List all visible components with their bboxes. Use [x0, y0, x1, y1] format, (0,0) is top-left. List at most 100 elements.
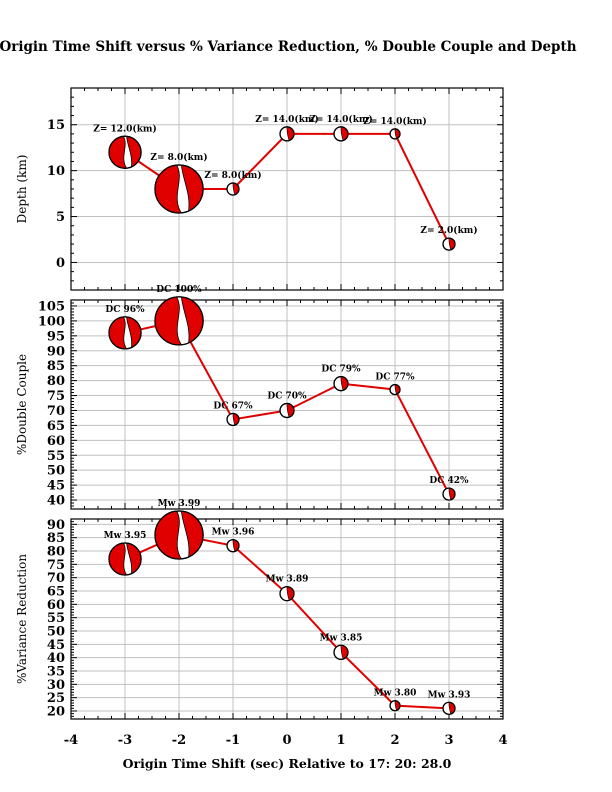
beachball-rim [226, 412, 240, 427]
panel-depth: 0 5 10 15 Depth (km) Z= 12.0(km) Z= 8.0(km) Z= … [15, 87, 504, 291]
y-tick-label: 85 [47, 531, 65, 546]
beachball-rim [389, 128, 401, 140]
data-label: Mw 3.95 [104, 531, 147, 541]
beachball [333, 376, 349, 392]
y-tick-label: 80 [47, 545, 65, 560]
beachball-rim [154, 510, 204, 560]
data-label: Z= 2.0(km) [420, 225, 477, 236]
beachball-rim [108, 316, 142, 350]
beachball [333, 644, 349, 660]
beachball-rim [154, 164, 204, 214]
beachball-rim [154, 296, 204, 346]
beachball [108, 316, 142, 350]
data-label: DC 100% [156, 285, 202, 295]
y-tick-label: 55 [47, 611, 65, 626]
data-label: Z= 8.0(km) [150, 152, 207, 163]
y-tick-label: 70 [47, 571, 65, 586]
x-tick-label: 2 [390, 733, 399, 748]
data-label: Mw 3.96 [212, 528, 255, 538]
y-tick-label: 80 [47, 374, 65, 389]
beachball [333, 126, 349, 142]
beachball-rim [279, 586, 295, 602]
beachball-rim [442, 701, 456, 715]
y-tick-label: 45 [47, 638, 65, 653]
data-label: DC 79% [321, 365, 361, 375]
beachball-rim [333, 126, 349, 142]
y-tick-label: 40 [47, 494, 65, 509]
beachball-rim [442, 487, 456, 501]
beachball-lobe [154, 164, 183, 214]
data-label: Z= 14.0(km) [309, 114, 372, 125]
beachball [108, 135, 142, 169]
beachball [279, 402, 295, 419]
data-label: Z= 12.0(km) [93, 123, 156, 134]
beachball [279, 126, 295, 142]
beachball [226, 539, 240, 553]
beachball-rim [226, 539, 240, 553]
data-label: Mw 3.85 [320, 633, 363, 643]
beachball-rim [333, 644, 349, 660]
y-tick-label: 60 [47, 598, 65, 613]
x-tick-label: 4 [498, 733, 507, 748]
beachball [389, 128, 401, 140]
y-tick-label: 25 [47, 691, 65, 706]
data-label: Z= 14.0(km) [363, 116, 426, 127]
data-label: Mw 3.80 [374, 689, 417, 699]
y-tick-label: 65 [47, 585, 65, 600]
y-tick-label: 105 [38, 299, 65, 314]
beachball [154, 164, 204, 214]
x-tick-label: -1 [226, 733, 240, 748]
beachball-lobe [154, 296, 183, 346]
beachball [226, 182, 240, 196]
beachball-rim [389, 700, 401, 712]
chart-title: Origin Time Shift versus % Variance Redu… [0, 39, 577, 55]
beachball [389, 700, 401, 712]
y-axis-label: %Double Couple [15, 354, 29, 455]
data-label: DC 96% [105, 305, 145, 315]
x-axis-label: Origin Time Shift (sec) Relative to 17: … [123, 756, 452, 771]
beachball-rim [389, 383, 401, 396]
y-tick-label: 90 [47, 344, 65, 359]
data-label: Z= 14.0(km) [255, 114, 318, 125]
data-label: Mw 3.89 [266, 575, 309, 585]
y-tick-label: 55 [47, 449, 65, 464]
beachball [442, 487, 456, 501]
beachball [154, 296, 204, 346]
x-tick-label: -3 [118, 733, 132, 748]
beachball-rim [442, 237, 456, 251]
beachball [108, 542, 142, 576]
x-tick-label: 3 [444, 733, 453, 748]
beachball [442, 701, 456, 715]
data-label: DC 77% [375, 373, 415, 383]
y-tick-label: 10 [47, 164, 65, 179]
y-tick-label: 100 [38, 314, 65, 329]
beachball-rim [108, 135, 142, 169]
y-tick-label: 50 [47, 625, 65, 640]
data-label: Mw 3.99 [158, 499, 201, 509]
y-tick-label: 50 [47, 464, 65, 479]
beachball-rim [279, 126, 295, 142]
data-label: Mw 3.93 [428, 690, 471, 700]
data-label: Z= 8.0(km) [204, 170, 261, 181]
y-tick-label: 30 [47, 678, 65, 693]
beachball-rim [279, 402, 295, 419]
x-tick-label: 1 [336, 733, 345, 748]
y-tick-label: 75 [47, 389, 65, 404]
data-label: DC 67% [213, 401, 253, 411]
beachball-lobe [108, 542, 128, 576]
beachball [389, 383, 401, 396]
y-tick-label: 90 [47, 518, 65, 533]
y-tick-label: 15 [47, 118, 65, 133]
y-axis-label: %Variance Reduction [15, 554, 29, 684]
beachball [279, 586, 295, 602]
y-tick-label: 40 [47, 651, 65, 666]
data-label: DC 70% [267, 391, 307, 401]
x-tick-label: -4 [64, 733, 78, 748]
beachball-rim [333, 376, 349, 392]
beachball-rim [108, 542, 142, 576]
beachball-lobe [108, 316, 128, 350]
